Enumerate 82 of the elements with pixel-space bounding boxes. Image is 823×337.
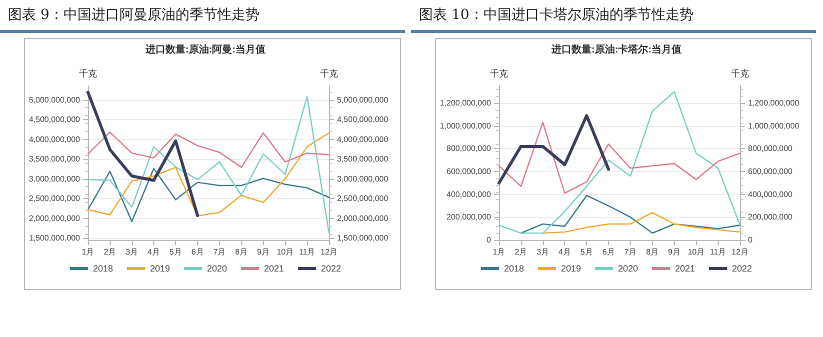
y-tick-label: 0 (486, 236, 492, 244)
legend-label: 2021 (264, 264, 284, 274)
x-tick-label: 3月 (536, 248, 550, 256)
y2-tick-label: 2,500,000,000 (337, 194, 389, 204)
legend-label: 2018 (92, 264, 113, 274)
line-series (498, 114, 610, 184)
y2-tick-label: 400,000,000 (748, 190, 794, 199)
y2-tick-label: 600,000,000 (748, 167, 794, 176)
legend-label: 2022 (732, 264, 752, 274)
y2-tick-label: 3,500,000,000 (337, 154, 389, 164)
y-tick-label: 4,500,000,000 (28, 115, 81, 124)
y-tick-label: 200,000,000 (446, 212, 492, 222)
line-series (520, 194, 741, 234)
x-tick-label: 2月 (514, 248, 528, 256)
y2-tick-label: 5,000,000,000 (337, 95, 389, 104)
y-tick-label: 800,000,000 (446, 144, 492, 154)
legend-label: 2019 (150, 264, 170, 274)
y2-tick-label: 3,000,000,000 (337, 174, 389, 184)
x-tick-label: 8月 (646, 248, 659, 256)
x-tick-label: 5月 (580, 248, 593, 256)
x-tick-label: 4月 (148, 248, 160, 256)
x-tick-label: 7月 (213, 248, 226, 256)
x-tick-label: 2月 (104, 248, 116, 256)
chart-subtitle: 进口数量:原油:卡塔尔:当月值 (550, 44, 682, 56)
y-tick-label: 3,000,000,000 (28, 174, 81, 184)
line-series (498, 91, 741, 234)
legend-label: 2020 (206, 264, 228, 274)
x-tick-label: 9月 (668, 248, 680, 256)
line-series (87, 132, 330, 217)
y-tick-label: 400,000,000 (446, 190, 492, 199)
x-tick-label: 12月 (320, 248, 338, 256)
x-tick-label: 11月 (298, 248, 316, 256)
y-tick-label: 1,500,000,000 (28, 234, 81, 243)
chart-title: 图表 10：中国进口卡塔尔原油的季节性走势 (419, 6, 694, 24)
y2-tick-label: 1,200,000,000 (748, 98, 800, 108)
y2-tick-label: 1,500,000,000 (337, 234, 389, 243)
y-tick-label: 2,500,000,000 (28, 194, 81, 204)
y-tick-label: 600,000,000 (446, 167, 492, 176)
y2-axis-title: 千克 (731, 68, 749, 78)
y-tick-label: 5,000,000,000 (28, 95, 81, 104)
x-tick-label: 8月 (235, 248, 248, 256)
x-tick-label: 11月 (710, 248, 726, 256)
line-series (498, 122, 741, 194)
legend-label: 2020 (618, 264, 638, 274)
y-tick-label: 1,200,000,000 (440, 98, 492, 108)
x-tick-label: 7月 (624, 248, 637, 256)
legend-label: 2022 (321, 264, 342, 274)
y-tick-label: 2,000,000,000 (28, 214, 81, 223)
legend-label: 2021 (675, 264, 696, 274)
chart-subtitle: 进口数量:原油:阿曼:当月值 (144, 44, 266, 56)
x-tick-label: 4月 (558, 248, 571, 256)
line-series (542, 212, 741, 234)
y-tick-label: 4,000,000,000 (28, 134, 81, 144)
y-axis-title: 千克 (79, 68, 97, 78)
x-tick-label: 3月 (126, 248, 138, 256)
y2-tick-label: 800,000,000 (748, 144, 794, 154)
x-tick-label: 5月 (169, 248, 182, 256)
x-tick-label: 10月 (276, 248, 294, 256)
line-series (87, 132, 330, 168)
y-axis-title: 千克 (490, 68, 508, 78)
y2-tick-label: 2,000,000,000 (337, 214, 389, 223)
x-tick-label: 12月 (732, 248, 748, 256)
chart-title: 图表 9：中国进口阿曼原油的季节性走势 (8, 6, 260, 24)
y2-tick-label: 200,000,000 (748, 212, 794, 222)
y2-tick-label: 0 (748, 236, 753, 244)
y-tick-label: 1,000,000,000 (440, 121, 492, 130)
legend-label: 2019 (560, 264, 581, 274)
y-tick-label: 3,500,000,000 (28, 154, 81, 164)
x-tick-label: 1月 (82, 248, 94, 256)
x-tick-label: 6月 (602, 248, 615, 256)
line-series (87, 96, 330, 234)
x-tick-label: 10月 (688, 248, 705, 256)
legend-label: 2018 (504, 264, 524, 274)
line-series (87, 168, 330, 222)
x-tick-label: 1月 (492, 248, 506, 256)
y2-tick-label: 4,000,000,000 (337, 134, 389, 144)
y2-tick-label: 1,000,000,000 (748, 121, 800, 130)
x-tick-label: 6月 (191, 248, 204, 256)
x-tick-label: 9月 (257, 248, 270, 256)
line-series (86, 90, 200, 218)
y2-tick-label: 4,500,000,000 (337, 115, 389, 124)
y2-axis-title: 千克 (320, 68, 338, 78)
